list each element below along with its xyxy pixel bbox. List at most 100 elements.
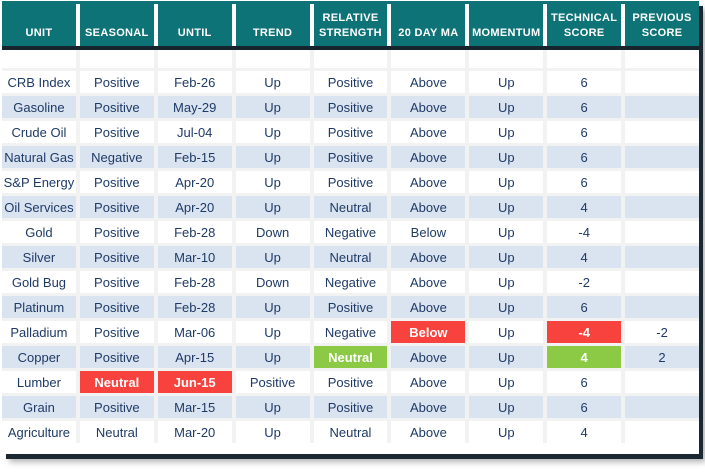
cell-technical-score: -2: [547, 271, 622, 293]
cell-unit: Grain: [2, 396, 76, 418]
table-row: Silver Positive Mar-10 Up Neutral Above Up 4: [2, 246, 699, 268]
cell-seasonal: Positive: [79, 246, 154, 268]
cell-unit: Silver: [2, 246, 76, 268]
cell-relative-strength: Neutral: [313, 196, 388, 218]
table-row: Palladium Positive Mar-06 Up Negative Below Up…: [2, 321, 699, 343]
cell-relative-strength: Positive: [313, 96, 388, 118]
cell-relative-strength: Negative: [313, 271, 388, 293]
cell-ma20: Above: [391, 146, 466, 168]
cell-trend: Positive: [235, 371, 310, 393]
cell-technical-score: 6: [547, 96, 622, 118]
cell-ma20: Above: [391, 96, 466, 118]
cell-seasonal: Positive: [79, 96, 154, 118]
cell-seasonal: Positive: [79, 221, 154, 243]
cell-trend: Up: [235, 321, 310, 343]
cell-until: Mar-10: [157, 246, 232, 268]
cell-unit: Agriculture: [2, 421, 76, 443]
cell-seasonal: Positive: [79, 296, 154, 318]
cell-trend: Up: [235, 196, 310, 218]
cell-seasonal: Positive: [79, 71, 154, 93]
cell-previous-score: [625, 246, 699, 268]
cell-ma20: Above: [391, 396, 466, 418]
cell-momentum: Up: [469, 271, 544, 293]
cell-ma20: Above: [391, 71, 466, 93]
table-frame: UNIT SEASONAL UNTIL TREND RELATIVE STREN…: [2, 1, 699, 454]
cell-seasonal: Positive: [79, 321, 154, 343]
cell-trend: Up: [235, 146, 310, 168]
cell-until: Jul-04: [157, 121, 232, 143]
cell-until: Apr-15: [157, 346, 232, 368]
cell-until: Feb-28: [157, 296, 232, 318]
cell-trend: Up: [235, 346, 310, 368]
cell-seasonal: Neutral: [79, 421, 154, 443]
cell-unit: Palladium: [2, 321, 76, 343]
cell-technical-score: 6: [547, 146, 622, 168]
cell-relative-strength: Neutral: [313, 246, 388, 268]
table-header: UNIT SEASONAL UNTIL TREND RELATIVE STREN…: [2, 1, 699, 46]
cell-previous-score: 2: [625, 346, 699, 368]
cell-technical-score: 6: [547, 121, 622, 143]
cell-technical-score: -4: [547, 321, 622, 343]
cell-momentum: Up: [469, 246, 544, 268]
cell-trend: Down: [235, 221, 310, 243]
table-row: Gold Positive Feb-28 Down Negative Below Up -4: [2, 221, 699, 243]
cell-relative-strength: Positive: [313, 371, 388, 393]
cell-seasonal: Neutral: [79, 371, 154, 393]
cell-ma20: Above: [391, 121, 466, 143]
cell-momentum: Up: [469, 146, 544, 168]
cell-technical-score: 4: [547, 346, 622, 368]
cell-ma20: Above: [391, 171, 466, 193]
table-body: CRB Index Positive Feb-26 Up Positive Above Up…: [2, 71, 699, 443]
cell-technical-score: 6: [547, 71, 622, 93]
cell-until: Apr-20: [157, 171, 232, 193]
cell-technical-score: 4: [547, 421, 622, 443]
cell-seasonal: Positive: [79, 121, 154, 143]
cell-momentum: Up: [469, 171, 544, 193]
cell-momentum: Up: [469, 346, 544, 368]
table-row: Crude Oil Positive Jul-04 Up Positive Above Up…: [2, 121, 699, 143]
cell-momentum: Up: [469, 396, 544, 418]
header-cell-technical-score: TECHNICAL SCORE: [547, 1, 622, 46]
cell-relative-strength: Neutral: [313, 346, 388, 368]
cell-previous-score: [625, 221, 699, 243]
cell-ma20: Above: [391, 196, 466, 218]
cell-technical-score: 6: [547, 396, 622, 418]
cell-momentum: Up: [469, 121, 544, 143]
cell-relative-strength: Negative: [313, 221, 388, 243]
cell-ma20: Above: [391, 371, 466, 393]
header-cell-until: UNTIL: [157, 1, 232, 46]
cell-relative-strength: Positive: [313, 146, 388, 168]
cell-technical-score: 6: [547, 371, 622, 393]
cell-ma20: Above: [391, 296, 466, 318]
cell-trend: Up: [235, 421, 310, 443]
cell-seasonal: Negative: [79, 146, 154, 168]
cell-momentum: Up: [469, 371, 544, 393]
cell-trend: Up: [235, 171, 310, 193]
cell-until: Feb-15: [157, 146, 232, 168]
cell-seasonal: Positive: [79, 196, 154, 218]
cell-previous-score: [625, 71, 699, 93]
cell-trend: Up: [235, 396, 310, 418]
cell-until: Feb-28: [157, 271, 232, 293]
cell-previous-score: [625, 396, 699, 418]
cell-until: Feb-26: [157, 71, 232, 93]
cell-relative-strength: Positive: [313, 171, 388, 193]
table-row: S&P Energy Positive Apr-20 Up Positive Above U…: [2, 171, 699, 193]
cell-until: Feb-28: [157, 221, 232, 243]
cell-unit: Oil Services: [2, 196, 76, 218]
cell-until: Mar-15: [157, 396, 232, 418]
cell-unit: Crude Oil: [2, 121, 76, 143]
cell-previous-score: [625, 171, 699, 193]
header-cell-momentum: MOMENTUM: [469, 1, 544, 46]
cell-ma20: Above: [391, 271, 466, 293]
cell-until: Jun-15: [157, 371, 232, 393]
cell-until: Mar-20: [157, 421, 232, 443]
cell-until: Apr-20: [157, 196, 232, 218]
cell-unit: Copper: [2, 346, 76, 368]
cell-previous-score: [625, 96, 699, 118]
header-cell-20-day-ma: 20 DAY MA: [391, 1, 466, 46]
table-row: Gold Bug Positive Feb-28 Down Negative Above U…: [2, 271, 699, 293]
cell-ma20: Above: [391, 246, 466, 268]
cell-momentum: Up: [469, 221, 544, 243]
